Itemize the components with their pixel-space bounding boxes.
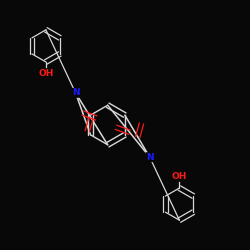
Text: OH: OH bbox=[38, 68, 54, 78]
Text: N: N bbox=[146, 153, 154, 162]
Text: N: N bbox=[72, 88, 79, 97]
Text: OH: OH bbox=[172, 172, 187, 182]
